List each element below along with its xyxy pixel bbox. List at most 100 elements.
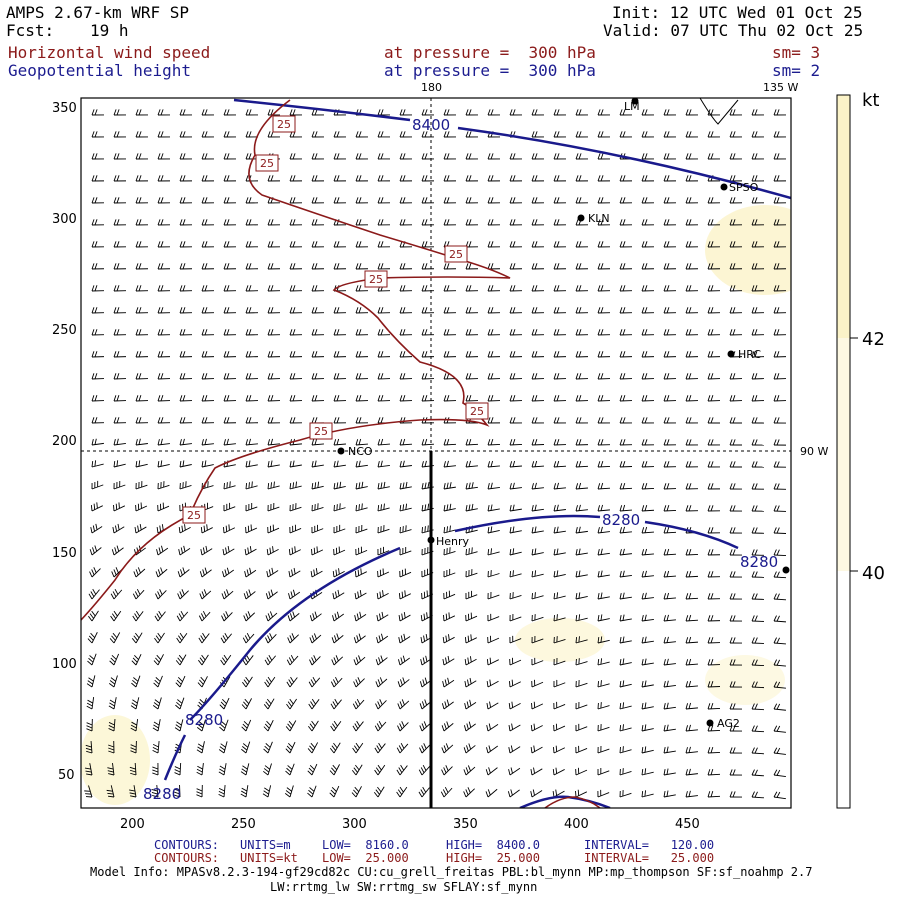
wind-barb-feather (444, 701, 447, 708)
wind-barb-feather (399, 175, 403, 182)
wind-barb-feather (152, 727, 159, 732)
wind-barb (355, 443, 368, 446)
wind-barb-feather (754, 703, 758, 710)
wind-barb-feather (356, 698, 361, 705)
wind-barb-feather (401, 721, 405, 727)
wind-barb-feather (732, 791, 736, 798)
wind-barb-feather (427, 525, 429, 532)
wind-barb-feather (531, 395, 535, 402)
wind-barb-feather (267, 285, 271, 292)
wind-barb (619, 596, 632, 600)
wind-barb-feather (377, 241, 381, 248)
wind-barb-feather (619, 659, 622, 666)
wind-barb-feather (512, 329, 516, 336)
wind-barb-feather (355, 439, 359, 446)
wind-barb-feather (619, 175, 623, 182)
wind-barb-feather (219, 704, 225, 710)
wind-barb (179, 464, 192, 468)
y-tick-label: 100 (52, 657, 77, 672)
speed-contour-bottom (544, 796, 601, 808)
wind-barb-feather (85, 770, 92, 773)
footer-low-2: LOW= 25.000 (322, 851, 409, 865)
wind-barb-feather (262, 793, 269, 798)
wind-barb-feather (710, 307, 714, 314)
wind-barb-feather (89, 549, 93, 556)
wind-barb-feather (308, 681, 313, 688)
wind-barb-feather (531, 570, 534, 578)
wind-barb-feather (242, 723, 248, 729)
wind-barb-feather (160, 351, 164, 358)
wind-barb-feather (773, 417, 777, 424)
wind-barb-feather (157, 329, 161, 336)
wind-barb-feather (264, 787, 270, 792)
wind-barb-feather (707, 329, 711, 336)
wind-barb-feather (729, 703, 733, 710)
wind-barb-feather (578, 351, 582, 358)
wind-barb-feather (263, 790, 269, 795)
wind-barb-feather (402, 197, 406, 204)
wind-barb-feather (377, 219, 381, 226)
wind-barb-feather (251, 481, 253, 488)
wind-barb-feather (490, 241, 494, 248)
wind-barb-feather (534, 307, 538, 314)
wind-barb-feather (754, 285, 758, 292)
wind-barb-feather (533, 767, 536, 774)
wind-barb (641, 487, 655, 490)
wind-barb-feather (377, 679, 381, 686)
wind-barb-feather (248, 307, 252, 314)
wind-barb-feather (424, 153, 428, 160)
wind-barb-feather (178, 526, 181, 534)
wind-barb-feather (663, 395, 667, 402)
wind-barb-feather (154, 637, 159, 644)
wind-barb-feather (422, 786, 427, 793)
wind-barb-feather (685, 637, 689, 644)
wind-barb (223, 548, 235, 556)
wind-barb-feather (641, 483, 645, 490)
wind-barb-feather (355, 679, 359, 686)
wind-barb-feather (666, 219, 670, 226)
wind-barb-feather (93, 503, 96, 510)
wind-barb (509, 443, 523, 446)
wind-barb-feather (399, 263, 403, 270)
wind-barb-feather (751, 703, 755, 710)
wind-barb-feather (176, 679, 182, 685)
wind-barb-feather (174, 772, 181, 776)
wind-barb-feather (204, 153, 208, 160)
wind-barb-feather (424, 263, 428, 270)
wind-barb-feather (600, 636, 603, 643)
wind-barb-feather (157, 591, 161, 598)
wind-barb-feather (197, 765, 203, 770)
wind-barb-feather (376, 745, 381, 751)
wind-barb-feather (399, 483, 402, 490)
wind-barb-feather (688, 197, 692, 204)
wind-barb-feather (137, 567, 141, 574)
y-tick-label: 300 (52, 212, 77, 227)
wind-barb-feather (223, 109, 227, 116)
wind-barb-feather (471, 503, 474, 510)
wind-barb-feather (512, 109, 516, 116)
wind-barb-feather (490, 197, 494, 204)
wind-barb-feather (115, 525, 118, 532)
wind-barb-feather (380, 241, 384, 248)
wind-barb-feather (355, 175, 359, 182)
wind-barb-feather (418, 769, 423, 776)
wind-barb-feather (331, 659, 335, 666)
wind-barb-feather (198, 721, 205, 726)
wind-barb-feather (226, 438, 229, 445)
wind-barb (597, 705, 610, 710)
wind-barb-feather (729, 791, 733, 798)
wind-barb-feather (418, 791, 423, 798)
wind-barb-feather (710, 439, 714, 446)
wind-barb-feather (291, 547, 294, 554)
wind-barb-feather (135, 460, 138, 468)
wind-barb-feather (754, 395, 758, 402)
wind-barb-feather (424, 438, 428, 445)
wind-barb (443, 443, 457, 446)
wind-barb-feather (622, 197, 626, 204)
wind-barb-feather (552, 790, 555, 798)
wind-barb (663, 641, 676, 644)
wind-barb-feather (357, 569, 360, 576)
wind-barb-feather (751, 593, 755, 600)
station-label-hrc: HRC (738, 348, 761, 361)
x-tick-label: 200 (120, 817, 145, 832)
